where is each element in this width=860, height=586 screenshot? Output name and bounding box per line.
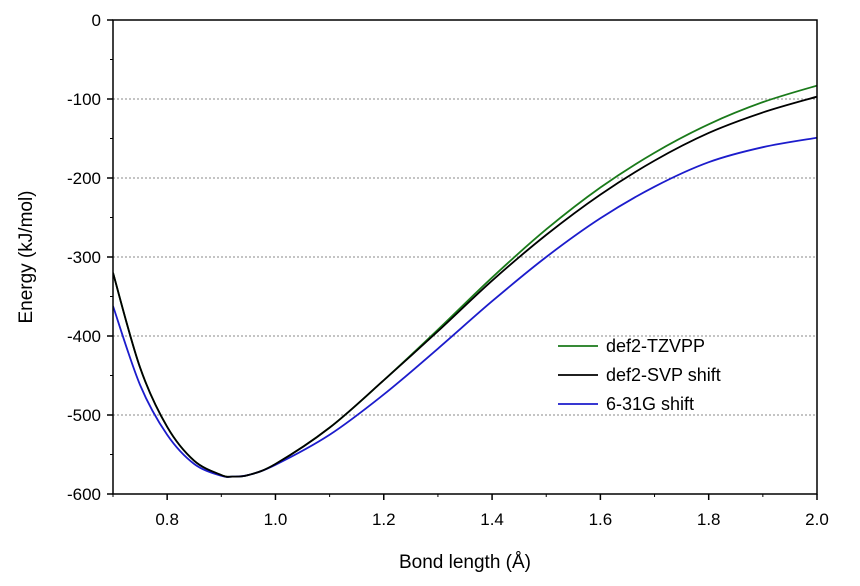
y-tick-label: 0 [92,11,101,30]
y-tick-label: -600 [67,485,101,504]
y-tick-label: -500 [67,406,101,425]
y-axis-title: Energy (kJ/mol) [16,190,37,323]
x-tick-label: 1.2 [372,510,396,529]
series-line-def2-svp-shift [113,97,817,477]
y-tick-label: -300 [67,248,101,267]
y-tick-label: -100 [67,90,101,109]
x-axis-title: Bond length (Å) [399,552,531,573]
legend-label: def2-SVP shift [606,365,721,385]
x-tick-label: 0.8 [155,510,179,529]
x-tick-label: 1.6 [589,510,613,529]
series-line-6-31g-shift [113,138,817,477]
legend-label: def2-TZVPP [606,336,705,356]
x-tick-label: 2.0 [805,510,829,529]
x-tick-label: 1.0 [264,510,288,529]
energy-chart: 0 -100 -200 -300 -400 -500 -600 0.8 1.0 1.2 1.4 1.6… [0,0,860,586]
series-lines [113,86,817,478]
x-tick-label: 1.4 [480,510,504,529]
x-tick-label: 1.8 [697,510,721,529]
legend: def2-TZVPP def2-SVP shift 6-31G shift [558,336,721,414]
legend-label: 6-31G shift [606,394,694,414]
y-tick-label: -200 [67,169,101,188]
series-line-def2-tzvpp [113,86,817,477]
y-tick-label: -400 [67,327,101,346]
